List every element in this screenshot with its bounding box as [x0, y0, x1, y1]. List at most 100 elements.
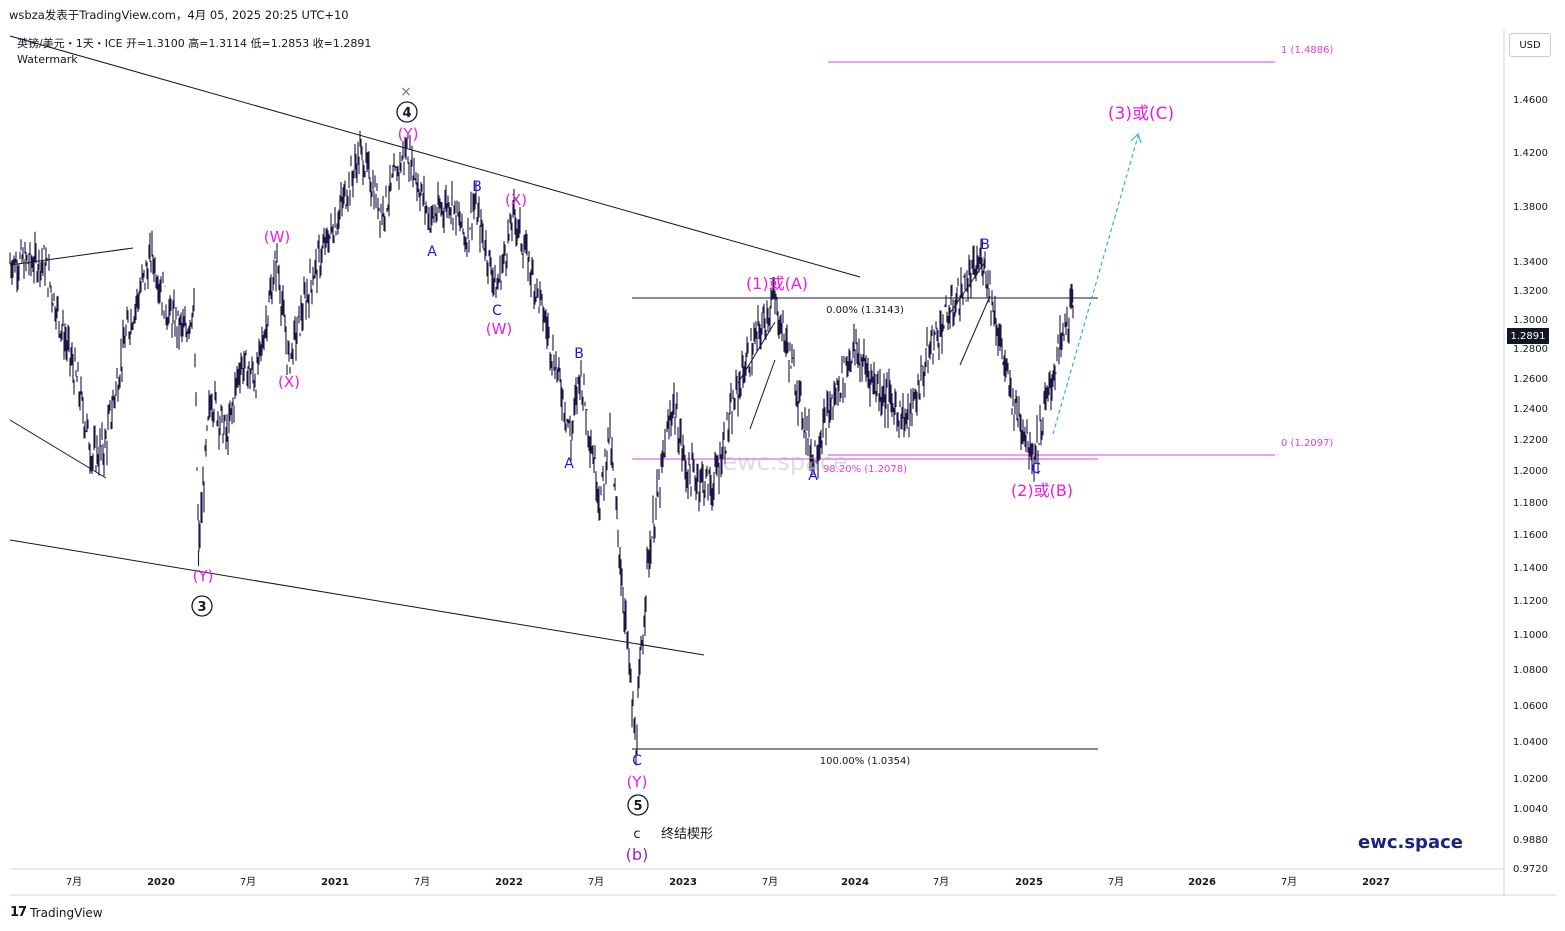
wave-label: B	[574, 346, 584, 362]
wave-label: (W)	[264, 228, 291, 246]
wave-circle-number: 4	[402, 106, 411, 121]
wave-circle	[627, 794, 649, 816]
x-tick-label: 7月	[66, 876, 82, 888]
y-tick-label: 0.9720	[1513, 864, 1548, 875]
time-axis: 7月 2020 7月 2021 7月 2022 7月 2023 7月 2024 7月 2025 7月 20…	[66, 876, 1390, 888]
wave-label: (X)	[505, 191, 527, 209]
wave-label: (1)或(A)	[746, 274, 808, 293]
candle-wicks	[9, 130, 1074, 766]
wave-label: A	[808, 468, 818, 484]
y-tick-label: 1.3400	[1513, 257, 1548, 268]
x-tick-label: 2026	[1188, 877, 1216, 888]
x-tick-label: 7月	[414, 876, 430, 888]
wave-label: c	[633, 827, 640, 842]
wave-circle-number: 5	[633, 799, 642, 814]
y-tick-label: 1.4200	[1513, 148, 1548, 159]
x-tick-label: 7月	[1108, 876, 1124, 888]
x-tick-label: 7月	[240, 876, 256, 888]
wave-circle-label: 3	[191, 595, 213, 617]
last-price-tag: 1.2891	[1507, 328, 1549, 344]
x-tick-label: 2027	[1362, 877, 1390, 888]
wave-label: C	[632, 753, 642, 769]
wave-label: 终结楔形	[661, 826, 713, 842]
price-axis: 1.4600 1.4200 1.3800 1.3400 1.3200 1.3000 1.28…	[1513, 95, 1548, 875]
wave-label: (W)	[486, 320, 513, 338]
y-tick-label: 1.2600	[1513, 374, 1548, 385]
candlestick-series	[9, 130, 1074, 766]
x-tick-label: 2022	[495, 877, 523, 888]
wave-circle	[396, 101, 418, 123]
y-tick-label: 1.0600	[1513, 701, 1548, 712]
y-tick-label: 1.2000	[1513, 466, 1548, 477]
wave-label: B	[472, 179, 482, 195]
fib-label: 98.20% (1.2078)	[823, 464, 907, 475]
y-tick-label: 1.0800	[1513, 665, 1548, 676]
wave-circle-label: 5	[627, 794, 649, 816]
x-tick-label: 2020	[147, 877, 175, 888]
wave-label: (Y)	[627, 773, 648, 791]
wave-label: (Y)	[398, 125, 419, 143]
y-tick-label: 0.9880	[1513, 835, 1548, 846]
wave-circle-label: 4	[396, 101, 418, 123]
projection-arrow-icon	[1130, 132, 1142, 144]
y-tick-label: 1.1600	[1513, 530, 1548, 541]
fib-label: 100.00% (1.0354)	[820, 756, 911, 767]
wave-label: C	[492, 303, 502, 319]
wave-label: (2)或(B)	[1011, 481, 1073, 500]
x-tick-label: 2025	[1015, 877, 1043, 888]
y-tick-label: 1.1200	[1513, 596, 1548, 607]
wave-label: C	[1031, 461, 1041, 477]
x-tick-label: 7月	[933, 876, 949, 888]
lower-trendline	[9, 539, 705, 656]
wave-circle	[191, 595, 213, 617]
brand-label: ewc.space	[1358, 832, 1463, 853]
wave-label: (Y)	[193, 567, 214, 585]
wave-label: (X)	[278, 373, 300, 391]
y-tick-label: 1.0400	[1513, 737, 1548, 748]
x-tick-label: 2024	[841, 877, 869, 888]
tradingview-logo-text: TradingView	[30, 905, 103, 920]
y-tick-label: 1.3200	[1513, 286, 1548, 297]
y-tick-label: 1.3800	[1513, 202, 1548, 213]
fib-label: 0.00% (1.3143)	[826, 305, 904, 316]
fib-ext-label: 0 (1.2097)	[1281, 438, 1333, 449]
fib-levels: 0.00% (1.3143) 98.20% (1.2078) 100.00% (1.…	[820, 45, 1334, 767]
wave-circle-number: 3	[197, 600, 206, 615]
tradingview-icon: 𝟭𝟳	[10, 905, 27, 920]
wave-label: (3)或(C)	[1108, 104, 1174, 124]
y-tick-label: 1.0040	[1513, 804, 1548, 815]
watermark-legend: Watermark	[17, 53, 78, 66]
wedge-2-lower	[959, 295, 991, 366]
y-tick-label: 1.1000	[1513, 630, 1548, 641]
chart-header: wsbza发表于TradingView.com，4月 05, 2025 20:2…	[9, 8, 349, 22]
wedge-1-lower	[749, 359, 776, 430]
wave-drawings	[9, 35, 1275, 750]
projection-line	[1052, 135, 1139, 435]
x-tick-label: 2023	[669, 877, 697, 888]
tradingview-logo[interactable]: 𝟭𝟳 TradingView	[10, 905, 103, 920]
y-tick-label: 1.2800	[1513, 344, 1548, 355]
y-tick-label: 1.3000	[1513, 315, 1548, 326]
wave-label: B	[980, 237, 990, 253]
symbol-legend: 英镑/美元・1天・ICE 开=1.3100 高=1.3114 低=1.2853 …	[17, 37, 372, 50]
wave-labels: (W)(X)(Y)3(Y)4×AB(X)C(W)BAC(Y)5c 终结楔形(b)(…	[191, 84, 1174, 864]
y-tick-label: 1.2400	[1513, 404, 1548, 415]
x-tick-label: 2021	[321, 877, 349, 888]
y-tick-label: 1.1400	[1513, 563, 1548, 574]
wave-label: A	[564, 456, 574, 472]
currency-button[interactable]: USD	[1509, 33, 1551, 57]
x-tick-label: 7月	[1281, 876, 1297, 888]
wave-label: (b)	[626, 845, 649, 864]
x-tick-label: 7月	[588, 876, 604, 888]
x-tick-label: 7月	[762, 876, 778, 888]
y-tick-label: 1.0200	[1513, 774, 1548, 785]
y-tick-label: 1.4600	[1513, 95, 1548, 106]
y-tick-label: 1.2200	[1513, 435, 1548, 446]
fib-ext-label: 1 (1.4886)	[1281, 45, 1333, 56]
y-tick-label: 1.1800	[1513, 498, 1548, 509]
wave-label: ×	[400, 84, 412, 100]
chart-frame	[10, 30, 1556, 896]
wave-label: A	[427, 244, 437, 260]
faint-watermark: ewc.space	[722, 448, 848, 476]
